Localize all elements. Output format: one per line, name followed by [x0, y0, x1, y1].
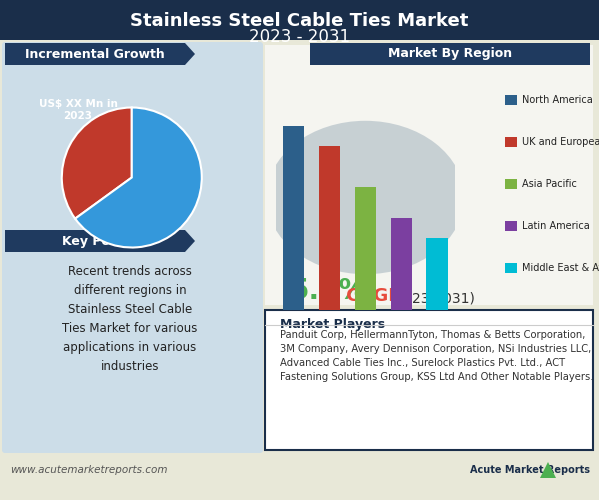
Text: Key Point: Key Point — [62, 234, 128, 248]
Text: www.acutemarketreports.com: www.acutemarketreports.com — [10, 465, 168, 475]
Bar — [391, 218, 412, 310]
FancyBboxPatch shape — [5, 43, 185, 65]
Bar — [505, 263, 517, 273]
Text: Incremental Growth: Incremental Growth — [25, 48, 165, 60]
Text: 2023 - 2031: 2023 - 2031 — [249, 28, 350, 46]
Bar — [505, 221, 517, 231]
Bar — [355, 188, 376, 310]
Ellipse shape — [267, 121, 464, 274]
Bar — [505, 137, 517, 147]
Text: Recent trends across
different regions in
Stainless Steel Cable
Ties Market for : Recent trends across different regions i… — [62, 265, 198, 373]
Bar — [505, 179, 517, 189]
Text: Market By Region: Market By Region — [388, 48, 512, 60]
Text: US$ XX Mn in
2031: US$ XX Mn in 2031 — [108, 139, 187, 161]
FancyBboxPatch shape — [265, 45, 593, 305]
Text: 5.5%: 5.5% — [290, 277, 367, 305]
Text: (2023-2031): (2023-2031) — [390, 291, 476, 305]
Polygon shape — [310, 43, 590, 65]
Text: Latin America: Latin America — [522, 221, 590, 231]
Bar — [426, 238, 448, 310]
Text: Asia Pacific: Asia Pacific — [522, 179, 577, 189]
Text: Acute Market Reports: Acute Market Reports — [470, 465, 590, 475]
Text: UK and European Union: UK and European Union — [522, 137, 599, 147]
Bar — [283, 126, 304, 310]
Text: Panduit Corp, HellermannTyton, Thomas & Betts Corporation, 3M Company, Avery Den: Panduit Corp, HellermannTyton, Thomas & … — [280, 330, 594, 382]
Polygon shape — [5, 230, 195, 252]
Text: US$ XX Mn in
2023: US$ XX Mn in 2023 — [38, 99, 117, 121]
Polygon shape — [540, 462, 556, 478]
Wedge shape — [62, 108, 132, 218]
Text: Middle East & Africa: Middle East & Africa — [522, 263, 599, 273]
Polygon shape — [5, 43, 195, 65]
FancyBboxPatch shape — [0, 0, 599, 40]
Text: Stainless Steel Cable Ties Market: Stainless Steel Cable Ties Market — [131, 12, 468, 30]
FancyBboxPatch shape — [265, 310, 593, 450]
Text: CAGR: CAGR — [340, 287, 409, 305]
Text: North America: North America — [522, 95, 593, 105]
Text: Market Players: Market Players — [280, 318, 385, 331]
Wedge shape — [75, 108, 202, 248]
Bar — [319, 146, 340, 310]
FancyBboxPatch shape — [2, 42, 263, 453]
Bar — [505, 95, 517, 105]
